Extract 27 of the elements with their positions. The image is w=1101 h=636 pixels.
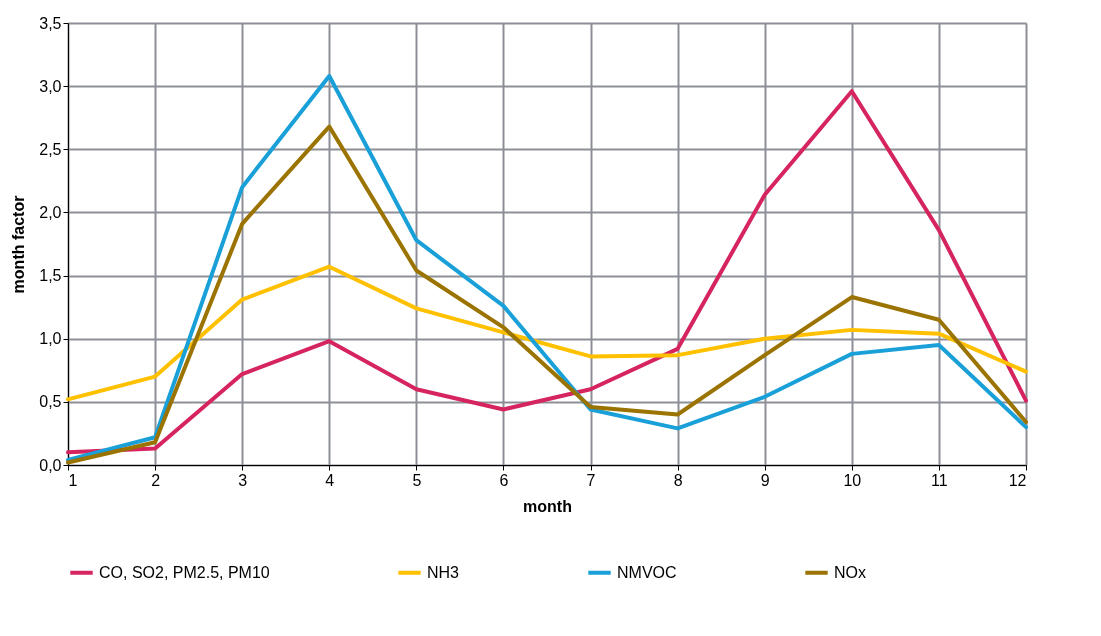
y-tick-label: 2,5 bbox=[39, 140, 62, 158]
x-tick-label: 12 bbox=[1008, 471, 1027, 489]
y-tick-label: 0,5 bbox=[39, 393, 62, 411]
y-tick-label: 1,5 bbox=[39, 267, 62, 285]
x-tick-label: 9 bbox=[760, 471, 770, 489]
line-series bbox=[66, 264, 1028, 402]
legend-label: NH3 bbox=[427, 563, 460, 581]
x-tick-label: 8 bbox=[673, 471, 683, 489]
y-tick-label: 0,0 bbox=[39, 456, 62, 474]
x-tick-label: 1 bbox=[68, 471, 78, 489]
y-tick-label: 3,0 bbox=[39, 77, 62, 95]
x-tick-label: 10 bbox=[843, 471, 862, 489]
x-tick-label: 7 bbox=[586, 471, 596, 489]
x-tick-label: 4 bbox=[325, 471, 335, 489]
x-tick-label: 5 bbox=[412, 471, 422, 489]
y-tick-label: 2,0 bbox=[39, 203, 62, 221]
legend-label: NMVOC bbox=[617, 563, 677, 581]
x-tick-label: 6 bbox=[499, 471, 509, 489]
x-tick-label: 3 bbox=[238, 471, 248, 489]
y-tick-label: 3,5 bbox=[39, 14, 62, 32]
x-tick-label: 11 bbox=[931, 471, 948, 489]
x-axis-title: month bbox=[523, 497, 572, 515]
legend-label: NOx bbox=[834, 563, 866, 581]
y-tick-label: 1,0 bbox=[39, 330, 62, 348]
legend-label: CO, SO2, PM2.5, PM10 bbox=[99, 563, 270, 581]
y-axis-title: month factor bbox=[10, 195, 28, 294]
x-tick-label: 2 bbox=[151, 471, 161, 489]
